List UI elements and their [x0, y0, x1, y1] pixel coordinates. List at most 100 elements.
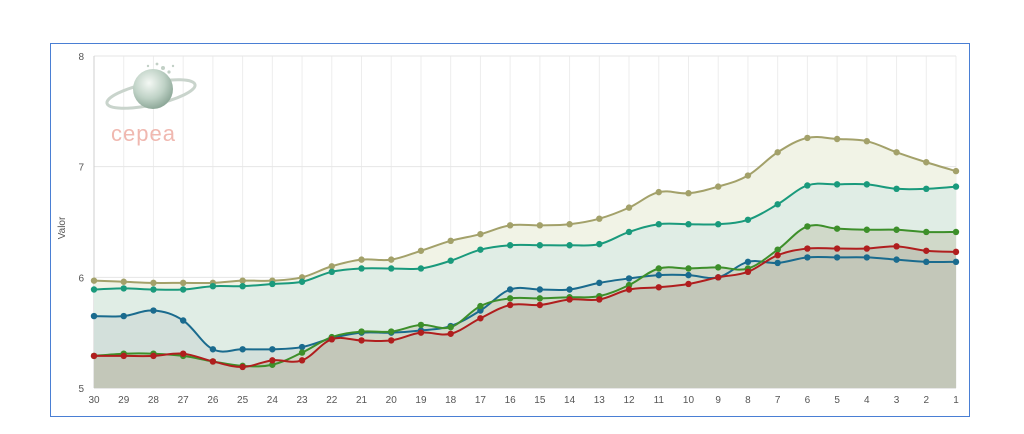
data-point[interactable]: [655, 221, 662, 228]
data-point[interactable]: [239, 346, 246, 353]
data-point[interactable]: [625, 281, 633, 289]
data-point[interactable]: [447, 257, 454, 264]
data-point[interactable]: [952, 248, 960, 256]
data-point[interactable]: [625, 204, 633, 211]
data-point[interactable]: [506, 286, 514, 293]
data-point[interactable]: [328, 336, 335, 343]
data-point[interactable]: [804, 245, 811, 252]
data-point[interactable]: [893, 256, 900, 263]
data-point[interactable]: [655, 271, 662, 279]
data-point[interactable]: [209, 282, 217, 290]
data-point[interactable]: [150, 307, 157, 314]
data-point[interactable]: [506, 301, 514, 309]
data-point[interactable]: [239, 363, 246, 371]
data-point[interactable]: [536, 286, 544, 293]
data-point[interactable]: [90, 286, 98, 293]
data-point[interactable]: [536, 301, 544, 309]
data-point[interactable]: [923, 228, 930, 236]
data-point[interactable]: [685, 280, 692, 288]
data-point[interactable]: [923, 159, 930, 166]
data-point[interactable]: [655, 265, 662, 272]
data-point[interactable]: [179, 350, 187, 357]
data-point[interactable]: [417, 247, 425, 254]
data-point[interactable]: [655, 284, 662, 291]
data-point[interactable]: [269, 346, 276, 353]
data-point[interactable]: [863, 181, 871, 188]
data-point[interactable]: [150, 279, 157, 287]
data-point[interactable]: [833, 181, 841, 188]
data-point[interactable]: [477, 302, 484, 310]
data-point[interactable]: [447, 323, 454, 331]
data-point[interactable]: [923, 247, 930, 254]
data-point[interactable]: [804, 182, 811, 189]
data-point[interactable]: [506, 242, 514, 249]
data-point[interactable]: [150, 286, 157, 293]
data-point[interactable]: [417, 329, 425, 336]
data-point[interactable]: [120, 285, 127, 292]
data-point[interactable]: [358, 337, 365, 344]
data-point[interactable]: [893, 185, 900, 192]
data-point[interactable]: [417, 265, 425, 272]
data-point[interactable]: [685, 265, 692, 272]
data-point[interactable]: [833, 225, 841, 232]
data-point[interactable]: [893, 226, 900, 233]
data-point[interactable]: [90, 277, 98, 284]
data-point[interactable]: [744, 268, 752, 275]
data-point[interactable]: [715, 274, 722, 281]
data-point[interactable]: [685, 190, 692, 197]
data-point[interactable]: [506, 295, 514, 302]
data-point[interactable]: [269, 280, 276, 288]
data-point[interactable]: [863, 254, 871, 261]
data-point[interactable]: [655, 188, 662, 196]
data-point[interactable]: [715, 264, 722, 271]
data-point[interactable]: [774, 201, 781, 208]
data-point[interactable]: [298, 278, 306, 285]
data-point[interactable]: [893, 149, 900, 156]
data-point[interactable]: [744, 172, 752, 179]
data-point[interactable]: [715, 183, 722, 190]
data-point[interactable]: [536, 222, 544, 229]
data-point[interactable]: [804, 134, 811, 142]
data-point[interactable]: [536, 242, 544, 249]
data-point[interactable]: [536, 295, 544, 302]
data-point[interactable]: [952, 183, 960, 190]
data-point[interactable]: [833, 254, 841, 261]
data-point[interactable]: [833, 135, 841, 143]
data-point[interactable]: [715, 221, 722, 228]
data-point[interactable]: [388, 265, 395, 272]
data-point[interactable]: [328, 263, 335, 270]
data-point[interactable]: [358, 256, 365, 263]
data-point[interactable]: [952, 167, 960, 175]
data-point[interactable]: [685, 271, 692, 279]
data-point[interactable]: [388, 337, 395, 344]
data-point[interactable]: [239, 282, 246, 290]
data-point[interactable]: [447, 237, 454, 245]
data-point[interactable]: [298, 274, 306, 281]
data-point[interactable]: [863, 138, 871, 145]
data-point[interactable]: [923, 258, 930, 266]
data-point[interactable]: [566, 242, 573, 249]
data-point[interactable]: [150, 352, 157, 360]
data-point[interactable]: [90, 352, 98, 360]
data-point[interactable]: [893, 243, 900, 250]
data-point[interactable]: [328, 268, 335, 275]
data-point[interactable]: [298, 357, 306, 364]
data-point[interactable]: [566, 296, 573, 303]
data-point[interactable]: [566, 286, 573, 293]
data-point[interactable]: [120, 312, 127, 320]
data-point[interactable]: [298, 349, 306, 356]
data-point[interactable]: [417, 321, 425, 329]
data-point[interactable]: [179, 279, 187, 287]
data-point[interactable]: [477, 307, 484, 314]
data-point[interactable]: [298, 343, 306, 351]
data-point[interactable]: [625, 228, 633, 236]
data-point[interactable]: [209, 358, 217, 365]
data-point[interactable]: [269, 357, 276, 364]
data-point[interactable]: [744, 258, 752, 266]
data-point[interactable]: [774, 149, 781, 156]
data-point[interactable]: [358, 328, 365, 335]
data-point[interactable]: [952, 228, 960, 236]
data-point[interactable]: [863, 226, 871, 233]
data-point[interactable]: [625, 286, 633, 293]
data-point[interactable]: [477, 315, 484, 322]
